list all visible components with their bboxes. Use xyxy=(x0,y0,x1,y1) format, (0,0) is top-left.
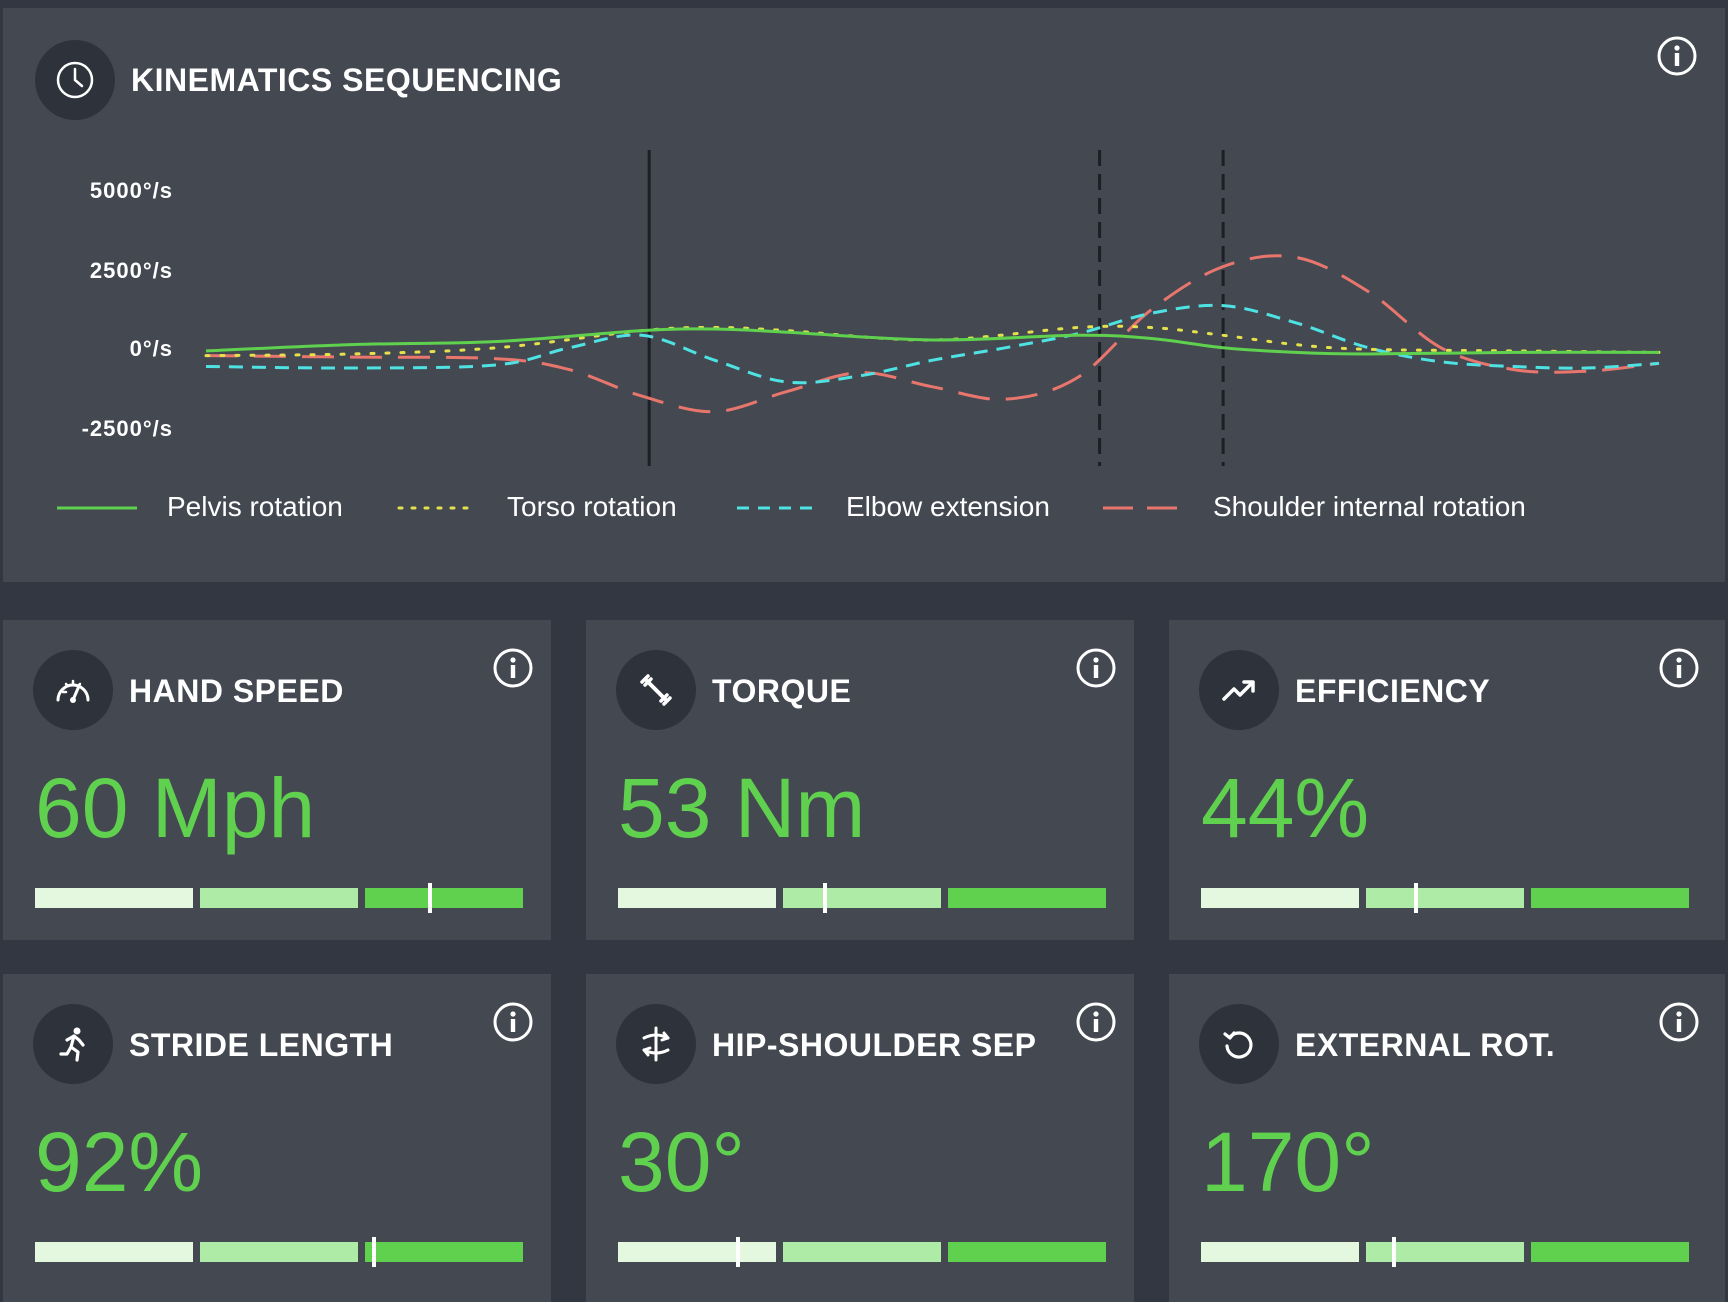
range-bar xyxy=(1201,1237,1689,1267)
kinematics-chart xyxy=(204,150,1661,466)
metric-card-torque: TORQUE 53 Nm xyxy=(586,620,1134,940)
metric-title: TORQUE xyxy=(712,673,852,709)
series-line-elbow-extension xyxy=(205,303,1660,385)
panel-title: KINEMATICS SEQUENCING xyxy=(131,62,563,98)
info-icon[interactable] xyxy=(1074,1000,1118,1044)
legend-label: Pelvis rotation xyxy=(167,491,343,522)
range-segment-low xyxy=(35,888,193,908)
metric-card-stride-length: STRIDE LENGTH 92% xyxy=(3,974,551,1302)
range-marker xyxy=(735,1237,740,1267)
metric-value: 44% xyxy=(1201,761,1370,855)
series-line-pelvis-rotation xyxy=(205,327,1660,356)
range-segment-high xyxy=(1531,1242,1689,1262)
legend-label: Elbow extension xyxy=(846,491,1050,522)
info-icon[interactable] xyxy=(491,1000,535,1044)
series-line-torso-rotation xyxy=(204,324,1661,358)
range-marker xyxy=(372,1237,377,1267)
y-tick-label: -2500°/s xyxy=(81,416,173,441)
legend-swatch-pelvis xyxy=(57,506,137,510)
range-segment-low xyxy=(1201,1242,1359,1262)
range-bar xyxy=(618,1237,1106,1267)
range-bar xyxy=(618,883,1106,913)
range-segment-high xyxy=(948,1242,1106,1262)
legend-label: Shoulder internal rotation xyxy=(1213,491,1526,522)
metric-value: 30° xyxy=(618,1115,746,1209)
metric-card-efficiency: EFFICIENCY 44% xyxy=(1169,620,1725,940)
info-icon[interactable] xyxy=(491,646,535,690)
metric-title: HAND SPEED xyxy=(129,673,344,709)
metric-value: 53 Nm xyxy=(618,761,866,855)
metric-card-external-rot: EXTERNAL ROT. 170° xyxy=(1169,974,1725,1302)
range-segment-mid xyxy=(1366,888,1524,908)
legend-label: Torso rotation xyxy=(507,491,677,522)
range-bar xyxy=(35,883,523,913)
metric-title: HIP-SHOULDER SEP xyxy=(712,1027,1037,1063)
range-marker xyxy=(1413,883,1418,913)
series-line-shoulder-internal-rotation xyxy=(205,254,1660,414)
running-icon xyxy=(33,1004,113,1084)
info-icon[interactable] xyxy=(1657,646,1701,690)
info-icon[interactable] xyxy=(1074,646,1118,690)
metric-card-hip-shoulder-sep: HIP-SHOULDER SEP 30° xyxy=(586,974,1134,1302)
y-tick-label: 0°/s xyxy=(129,336,173,361)
rotate-ccw-icon xyxy=(1199,1004,1279,1084)
y-tick-label: 2500°/s xyxy=(89,258,173,283)
trending-up-icon xyxy=(1199,650,1279,730)
range-segment-high xyxy=(365,888,523,908)
range-segment-high xyxy=(1531,888,1689,908)
range-segment-low xyxy=(618,888,776,908)
metric-title: STRIDE LENGTH xyxy=(129,1027,394,1063)
range-marker xyxy=(1391,1237,1396,1267)
legend-swatch-torso xyxy=(397,506,475,510)
speedometer-icon xyxy=(33,650,113,730)
clock-icon xyxy=(35,40,115,120)
range-segment-low xyxy=(35,1242,193,1262)
rotate-arrows-icon xyxy=(616,1004,696,1084)
legend-swatch-shoulder xyxy=(1103,506,1183,510)
range-segment-mid xyxy=(200,1242,358,1262)
metric-title: EFFICIENCY xyxy=(1295,673,1491,709)
y-tick-label: 5000°/s xyxy=(89,178,173,203)
range-segment-mid xyxy=(783,888,941,908)
range-marker xyxy=(428,883,433,913)
metric-card-hand-speed: HAND SPEED 60 Mph xyxy=(3,620,551,940)
range-segment-high xyxy=(948,888,1106,908)
metric-value: 170° xyxy=(1201,1115,1375,1209)
range-bar xyxy=(35,1237,523,1267)
metric-title: EXTERNAL ROT. xyxy=(1295,1027,1556,1063)
metric-value: 60 Mph xyxy=(35,761,316,855)
wrench-icon xyxy=(616,650,696,730)
metric-value: 92% xyxy=(35,1115,204,1209)
legend-swatch-elbow xyxy=(737,506,813,510)
range-segment-mid xyxy=(783,1242,941,1262)
info-icon[interactable] xyxy=(1657,1000,1701,1044)
range-segment-mid xyxy=(1366,1242,1524,1262)
range-segment-high xyxy=(365,1242,523,1262)
range-segment-low xyxy=(1201,888,1359,908)
kinematics-panel: KINEMATICS SEQUENCING 5000°/s 2500°/s 0°… xyxy=(3,8,1725,582)
range-marker xyxy=(823,883,828,913)
range-segment-mid xyxy=(200,888,358,908)
range-bar xyxy=(1201,883,1689,913)
info-icon[interactable] xyxy=(1655,34,1699,78)
range-segment-low xyxy=(618,1242,776,1262)
